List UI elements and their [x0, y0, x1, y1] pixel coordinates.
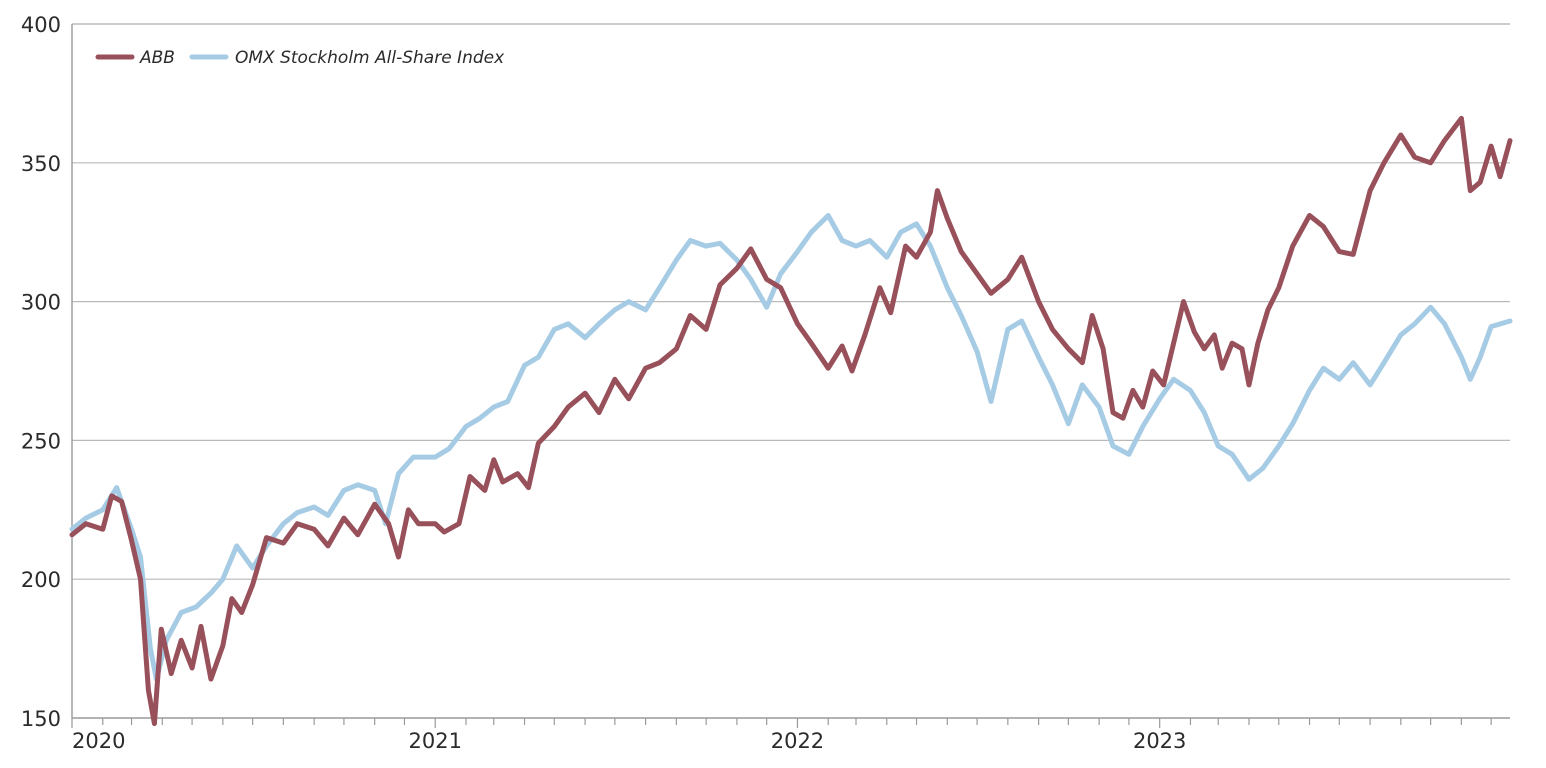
axes [71, 23, 1510, 728]
y-tick-label: 350 [21, 152, 61, 176]
series-line-omx-stockholm [69, 213, 1513, 682]
x-tick-label: 2023 [1133, 729, 1186, 753]
x-tick-labels: 2020 2021 2022 2023 [72, 729, 1186, 753]
x-tick-label: 2022 [771, 729, 824, 753]
y-tick-label: 400 [21, 13, 61, 37]
legend-label: ABB [139, 48, 175, 68]
x-tick-label: 2021 [408, 729, 461, 753]
y-tick-labels: 150 200 250 300 350 400 [21, 13, 61, 731]
y-tick-label: 150 [21, 707, 61, 731]
y-tick-label: 300 [21, 291, 61, 315]
legend: ABB OMX Stockholm All-Share Index [95, 48, 505, 68]
x-tick-label: 2020 [72, 729, 125, 753]
y-tick-label: 200 [21, 568, 61, 592]
series-lines [69, 115, 1513, 727]
y-tick-label: 250 [21, 429, 61, 453]
series-line-abb [69, 115, 1513, 727]
legend-label: OMX Stockholm All-Share Index [235, 48, 505, 68]
gridlines [72, 23, 1510, 580]
